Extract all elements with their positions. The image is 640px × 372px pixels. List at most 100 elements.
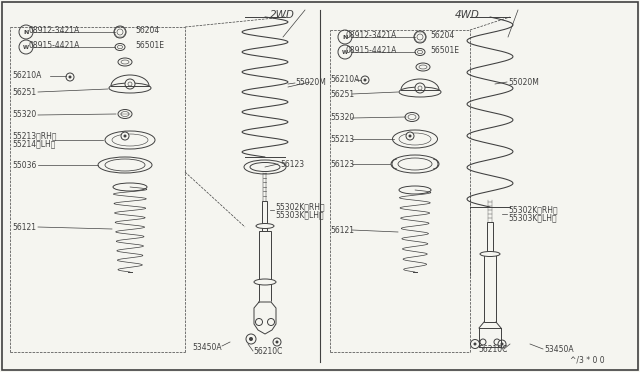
Circle shape — [117, 29, 123, 35]
Text: 56501E: 56501E — [135, 41, 164, 49]
Ellipse shape — [118, 109, 132, 119]
Circle shape — [500, 343, 504, 346]
Circle shape — [480, 339, 486, 345]
Text: 55303K〈LH〉: 55303K〈LH〉 — [508, 214, 557, 222]
Ellipse shape — [415, 48, 425, 55]
Circle shape — [66, 73, 74, 81]
Text: 53450A: 53450A — [544, 346, 573, 355]
Text: 55302K〈RH〉: 55302K〈RH〉 — [508, 205, 557, 215]
Circle shape — [418, 86, 422, 90]
Text: 56210C: 56210C — [253, 347, 282, 356]
Circle shape — [273, 338, 281, 346]
Ellipse shape — [105, 131, 155, 149]
Text: 08915-4421A: 08915-4421A — [346, 45, 397, 55]
Text: 56251: 56251 — [12, 87, 36, 96]
Ellipse shape — [408, 115, 416, 119]
Text: 55320: 55320 — [330, 112, 355, 122]
Text: 56251: 56251 — [330, 90, 354, 99]
Polygon shape — [254, 302, 276, 334]
Circle shape — [268, 318, 275, 326]
Text: 55036: 55036 — [12, 160, 36, 170]
Circle shape — [338, 30, 352, 44]
Ellipse shape — [121, 60, 129, 64]
Text: 55020M: 55020M — [295, 77, 326, 87]
Ellipse shape — [391, 155, 439, 173]
Circle shape — [121, 132, 129, 140]
Ellipse shape — [417, 50, 422, 54]
Ellipse shape — [254, 279, 276, 285]
Ellipse shape — [98, 157, 152, 173]
Circle shape — [414, 31, 426, 43]
Circle shape — [474, 343, 477, 346]
Text: 55213: 55213 — [330, 135, 354, 144]
Ellipse shape — [399, 133, 431, 145]
Ellipse shape — [399, 87, 441, 97]
Ellipse shape — [109, 83, 151, 93]
Circle shape — [408, 135, 412, 138]
Circle shape — [125, 79, 135, 89]
Circle shape — [498, 340, 506, 348]
Ellipse shape — [256, 224, 274, 228]
Text: 56123: 56123 — [330, 160, 354, 169]
Ellipse shape — [405, 112, 419, 122]
Circle shape — [417, 34, 423, 40]
Text: 55302K〈RH〉: 55302K〈RH〉 — [275, 202, 324, 212]
Ellipse shape — [250, 163, 280, 171]
Ellipse shape — [416, 63, 430, 71]
Text: 08912-3421A: 08912-3421A — [28, 26, 79, 35]
Circle shape — [124, 135, 127, 138]
Text: 56121: 56121 — [330, 225, 354, 234]
Ellipse shape — [115, 44, 125, 51]
Bar — [487, 222, 493, 252]
Circle shape — [68, 76, 72, 78]
Ellipse shape — [118, 58, 132, 66]
Circle shape — [128, 82, 132, 86]
Text: 53450A: 53450A — [192, 343, 221, 352]
Circle shape — [255, 318, 262, 326]
Text: 56123: 56123 — [280, 160, 304, 169]
Circle shape — [19, 40, 33, 54]
Text: W: W — [23, 45, 29, 49]
Ellipse shape — [244, 160, 286, 174]
Ellipse shape — [480, 251, 500, 257]
Text: 55303K〈LH〉: 55303K〈LH〉 — [275, 211, 324, 219]
Circle shape — [364, 78, 367, 81]
Circle shape — [494, 339, 500, 345]
Bar — [259, 231, 271, 302]
Text: 55320: 55320 — [12, 109, 36, 119]
Text: N: N — [23, 29, 29, 35]
Text: 56204: 56204 — [430, 31, 454, 39]
Ellipse shape — [399, 186, 431, 194]
Ellipse shape — [112, 134, 148, 146]
Text: 55214〈LH〉: 55214〈LH〉 — [12, 140, 56, 148]
Text: ^/3 * 0 0: ^/3 * 0 0 — [570, 356, 605, 365]
Ellipse shape — [392, 130, 438, 148]
Text: N: N — [342, 35, 348, 39]
Circle shape — [246, 334, 256, 344]
Ellipse shape — [105, 159, 145, 171]
Ellipse shape — [121, 112, 129, 116]
Text: 56210C: 56210C — [478, 346, 508, 355]
Text: 4WD: 4WD — [455, 10, 480, 20]
Circle shape — [338, 45, 352, 59]
Ellipse shape — [118, 45, 122, 49]
Circle shape — [470, 340, 479, 349]
Circle shape — [361, 76, 369, 84]
Text: 56210A: 56210A — [330, 74, 360, 83]
Circle shape — [275, 340, 278, 343]
Ellipse shape — [419, 65, 427, 69]
Text: 55020M: 55020M — [508, 77, 539, 87]
Circle shape — [249, 337, 253, 341]
Text: 56210A: 56210A — [12, 71, 42, 80]
Text: W: W — [342, 49, 348, 55]
Bar — [262, 201, 268, 231]
Bar — [484, 252, 496, 322]
Circle shape — [415, 83, 425, 93]
Circle shape — [406, 132, 414, 140]
Text: 56501E: 56501E — [430, 45, 459, 55]
Ellipse shape — [113, 183, 147, 191]
Text: 08912-3421A: 08912-3421A — [346, 31, 397, 39]
Text: 08915-4421A: 08915-4421A — [28, 41, 79, 49]
Ellipse shape — [398, 158, 432, 170]
Text: 56121: 56121 — [12, 222, 36, 231]
